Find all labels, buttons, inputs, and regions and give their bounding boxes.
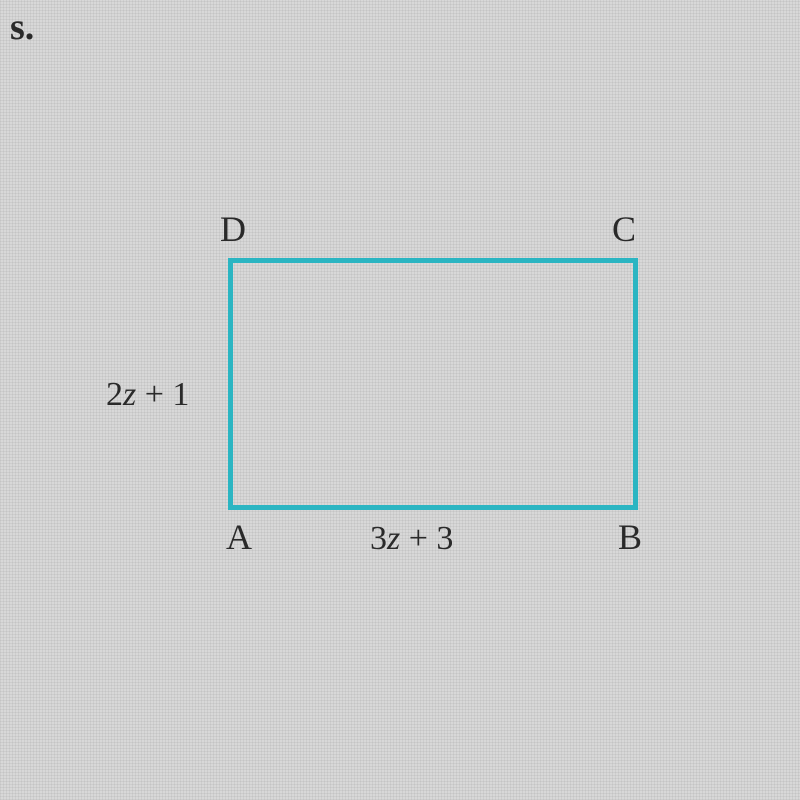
left-variable: z [123,376,136,413]
bottom-constant: + 3 [400,520,453,557]
vertex-label-d: D [220,208,246,250]
page-number-fragment: s. [0,0,44,54]
rectangle-diagram: D C A B 2z + 1 3z + 3 [228,258,638,510]
left-constant: + 1 [136,376,189,413]
vertex-label-c: C [612,208,636,250]
vertex-label-b: B [618,516,642,558]
bottom-variable: z [387,520,400,557]
rectangle-shape [228,258,638,510]
left-coefficient: 2 [106,376,123,413]
side-label-bottom: 3z + 3 [370,520,453,558]
side-label-left: 2z + 1 [106,376,189,414]
vertex-label-a: A [226,516,252,558]
bottom-coefficient: 3 [370,520,387,557]
